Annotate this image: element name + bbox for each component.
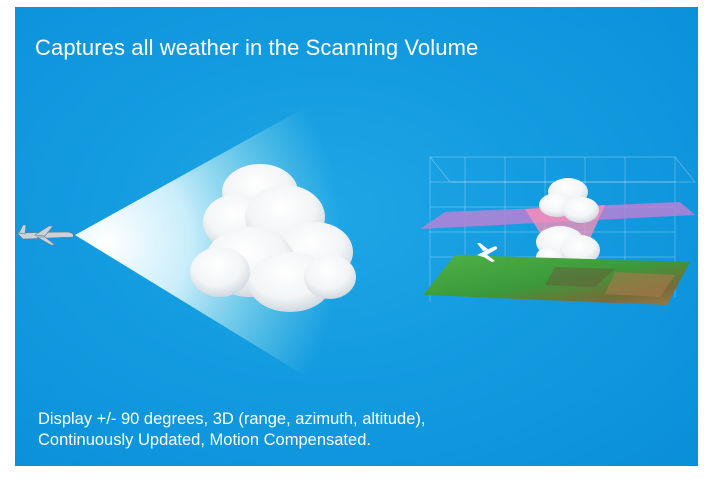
info-panel: Captures all weather in the Scanning Vol… — [15, 7, 698, 466]
terrain-map — [423, 255, 690, 305]
panel-title: Captures all weather in the Scanning Vol… — [35, 35, 479, 60]
airplane-icon — [477, 243, 498, 262]
panel-caption: Display +/- 90 degrees, 3D (range, azimu… — [38, 409, 425, 451]
caption-line: Display +/- 90 degrees, 3D (range, azimu… — [38, 410, 426, 428]
cloud — [190, 164, 356, 312]
caption-line: Continuously Updated, Motion Compensated… — [38, 431, 371, 449]
airplane-icon — [16, 224, 74, 246]
illustration — [16, 102, 696, 382]
